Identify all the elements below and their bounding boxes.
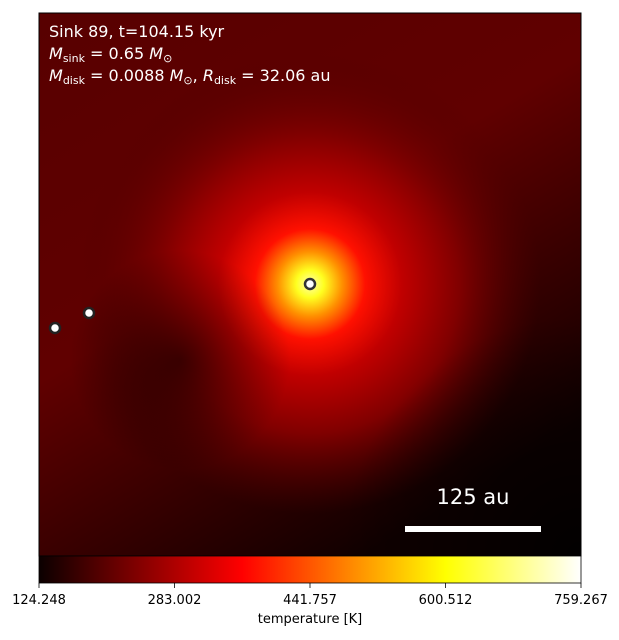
scale-bar-label: 125 au <box>437 485 510 509</box>
annotation-part: = 0.0088 <box>85 66 170 85</box>
colorbar-tick-label: 441.757 <box>283 593 337 608</box>
annotation-line: Msink = 0.65 M⊙ <box>49 44 172 65</box>
annotation-part: = 0.65 <box>85 44 149 63</box>
colorbar-tick-label: 283.002 <box>148 593 202 608</box>
scale-bar <box>405 526 541 532</box>
colorbar-ticks: 124.248 283.002 441.757 600.512 759.267 <box>12 583 608 608</box>
annotation-part: , <box>193 66 203 85</box>
annotation-part: disk <box>63 74 86 87</box>
annotation-part: sink <box>63 52 86 65</box>
annotation-part: = 32.06 au <box>236 66 330 85</box>
annotation-part: ⊙ <box>163 52 172 65</box>
annotation-line: Sink 89, t=104.15 kyr <box>49 22 225 41</box>
colorbar <box>38 555 582 584</box>
colorbar-tick-label: 759.267 <box>554 593 608 608</box>
annotation-part: ⊙ <box>183 74 192 87</box>
sinks <box>48 277 317 335</box>
sink <box>303 277 317 291</box>
annotation-part: disk <box>214 74 237 87</box>
annotation-line: Mdisk = 0.0088 M⊙, Rdisk = 32.06 au <box>49 66 331 87</box>
colorbar-tick-label: 124.248 <box>12 593 66 608</box>
colorbar-label: temperature [K] <box>258 612 363 627</box>
annotation-part: R <box>203 66 214 85</box>
sink <box>48 321 62 335</box>
annotation-part: Sink 89, t=104.15 kyr <box>49 22 225 41</box>
colorbar-tick-label: 600.512 <box>419 593 473 608</box>
annotation-part: M <box>149 44 163 63</box>
annotation-part: M <box>170 66 184 85</box>
annotation-part: M <box>49 66 63 85</box>
sink <box>82 306 96 320</box>
annotation-part: M <box>49 44 63 63</box>
